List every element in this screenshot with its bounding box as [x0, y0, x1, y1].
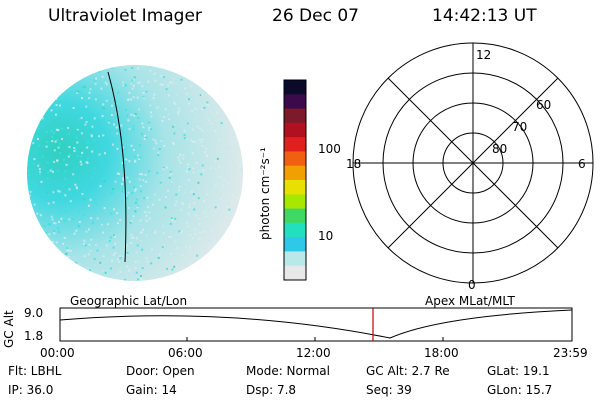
- date-label: 26 Dec 07: [272, 6, 359, 26]
- mlt-label-0: 0: [468, 278, 476, 292]
- mlt-label-6: 6: [578, 157, 586, 171]
- colorbar-tick-10: 10: [318, 229, 334, 243]
- timeline-xtick-1200: 12:00: [296, 346, 331, 360]
- timeline-left-label: Geographic Lat/Lon: [70, 294, 188, 308]
- colorbar-segment: [284, 180, 306, 195]
- info-glon: GLon: 15.7: [487, 383, 553, 397]
- timeline-right-label: Apex MLat/MLT: [425, 294, 515, 308]
- timeline-ytick-1: 1.8: [24, 329, 44, 343]
- info-glat: GLat: 19.1: [487, 364, 550, 378]
- time-label: 14:42:13 UT: [432, 6, 537, 26]
- mlt-label-12: 12: [476, 48, 492, 62]
- instrument-title: Ultraviolet Imager: [48, 6, 202, 26]
- timeline-frame: [59, 307, 573, 342]
- timeline-ytick-9: 9.0: [24, 306, 44, 320]
- terminator-line: [107, 71, 127, 263]
- lat-label-60: 60: [536, 98, 552, 112]
- info-seq: Seq: 39: [366, 383, 412, 397]
- info-mode: Mode: Normal: [246, 364, 330, 378]
- info-gc-alt: GC Alt: 2.7 Re: [366, 364, 450, 378]
- colorbar-segment: [284, 151, 306, 167]
- timeline-xtick-0000: 00:00: [40, 346, 75, 360]
- lat-label-70: 70: [512, 120, 528, 134]
- colorbar-frame: [283, 79, 307, 281]
- colorbar-segment: [284, 208, 306, 224]
- colorbar-segment: [284, 265, 306, 281]
- colorbar-segment: [284, 222, 306, 238]
- colorbar-segment: [284, 237, 306, 252]
- colorbar-tick-100: 100: [318, 142, 341, 156]
- info-ip: IP: 36.0: [8, 383, 54, 397]
- info-gain: Gain: 14: [126, 383, 177, 397]
- mlt-label-18: 18: [346, 157, 362, 171]
- colorbar: [283, 79, 307, 281]
- colorbar-segment: [284, 137, 306, 152]
- colorbar-segment: [284, 165, 306, 181]
- colorbar-segment: [284, 251, 306, 267]
- info-dsp: Dsp: 7.8: [246, 383, 297, 397]
- info-filter: Flt: LBHL: [8, 364, 62, 378]
- info-door: Door: Open: [126, 364, 195, 378]
- colorbar-segment: [284, 108, 306, 124]
- colorbar-segment: [284, 194, 306, 210]
- colorbar-segment: [284, 122, 306, 138]
- polar-diagonal-2: [387, 77, 559, 249]
- altitude-curve: [59, 309, 573, 339]
- lat-label-80: 80: [492, 142, 508, 156]
- timeline-xtick-2359: 23:59: [553, 346, 588, 360]
- timeline-xtick-1800: 18:00: [424, 346, 459, 360]
- colorbar-segment: [284, 80, 306, 95]
- colorbar-segment: [284, 94, 306, 110]
- timeline-xtick-0600: 06:00: [168, 346, 203, 360]
